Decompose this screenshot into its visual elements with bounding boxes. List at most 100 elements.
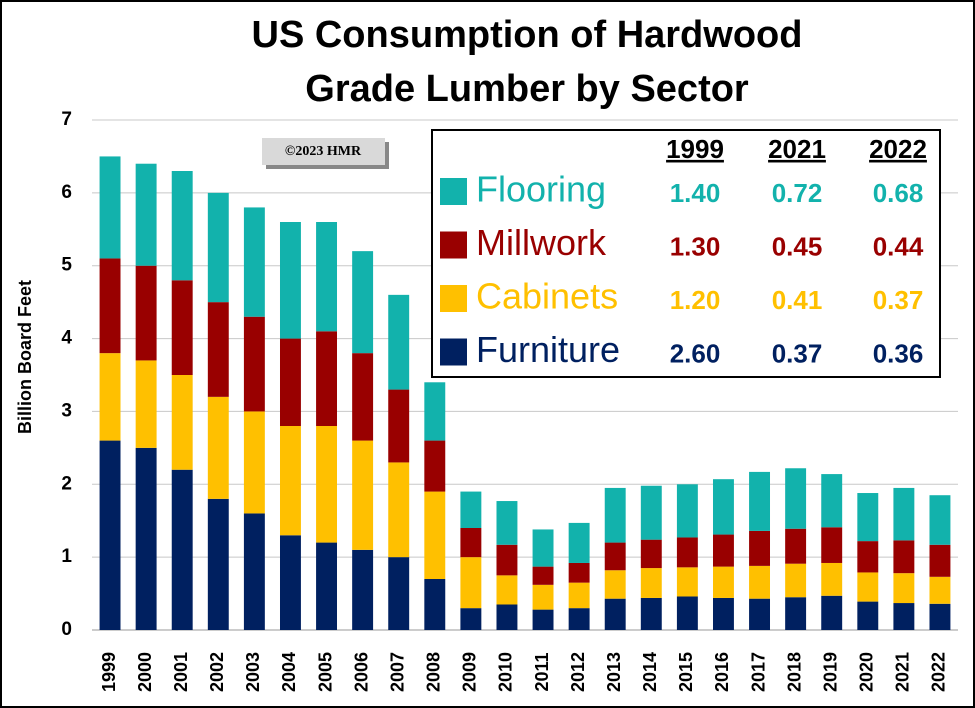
bar-segment bbox=[135, 265, 157, 361]
table-value: 0.68 bbox=[873, 178, 924, 208]
bar-segment bbox=[532, 609, 554, 630]
bar-segment bbox=[352, 549, 374, 630]
x-tick-label: 2013 bbox=[604, 652, 624, 692]
bar-segment bbox=[99, 440, 121, 630]
bar-segment bbox=[135, 447, 157, 630]
bar-segment bbox=[640, 568, 662, 598]
y-tick-label: 7 bbox=[61, 109, 72, 130]
bar-segment bbox=[712, 597, 734, 630]
bar-segment bbox=[604, 570, 626, 599]
y-tick-label: 6 bbox=[61, 182, 72, 203]
x-tick-label: 2012 bbox=[568, 652, 588, 692]
bar-segment bbox=[135, 163, 157, 266]
bar-segment bbox=[388, 462, 410, 558]
bar-segment bbox=[135, 360, 157, 448]
bar-segment bbox=[171, 375, 193, 470]
bar-segment bbox=[532, 529, 554, 567]
y-tick-label: 1 bbox=[61, 546, 72, 567]
x-tick-label: 2007 bbox=[387, 652, 407, 692]
x-tick-label: 2008 bbox=[424, 652, 444, 692]
y-tick-label: 5 bbox=[61, 255, 72, 276]
bar-segment bbox=[496, 604, 518, 630]
bar-segment bbox=[388, 557, 410, 630]
table-header: 2021 bbox=[768, 134, 826, 164]
legend-label: Millwork bbox=[476, 222, 607, 263]
bar-segment bbox=[279, 338, 301, 426]
table-header: 2022 bbox=[869, 134, 927, 164]
x-tick-label: 2014 bbox=[640, 652, 660, 692]
bar-segment bbox=[929, 576, 951, 604]
x-tick-label: 2022 bbox=[929, 652, 949, 692]
bar-segment bbox=[568, 562, 590, 583]
x-tick-label: 2018 bbox=[784, 652, 804, 692]
bar-segment bbox=[388, 294, 410, 390]
bar-segment bbox=[243, 411, 265, 514]
bar-segment bbox=[604, 598, 626, 630]
x-tick-label: 2015 bbox=[676, 652, 696, 692]
bar-segment bbox=[207, 498, 229, 630]
bar-segment bbox=[712, 566, 734, 598]
bar-segment bbox=[316, 426, 338, 543]
bar-segment bbox=[424, 382, 446, 441]
bar-segment bbox=[857, 572, 879, 602]
bar-segment bbox=[243, 316, 265, 412]
legend-label: Flooring bbox=[476, 169, 606, 210]
bar-segment bbox=[352, 440, 374, 550]
bar-segment bbox=[99, 353, 121, 441]
legend-box bbox=[431, 129, 941, 378]
bar-segment bbox=[496, 501, 518, 545]
bar-segment bbox=[568, 608, 590, 630]
bar-segment bbox=[749, 565, 771, 599]
bar-segment bbox=[640, 597, 662, 630]
bar-segment bbox=[712, 479, 734, 535]
annotation: ©2023 HMR bbox=[285, 144, 362, 159]
bar-segment bbox=[207, 192, 229, 303]
bar-segment bbox=[171, 280, 193, 375]
bar-segment bbox=[749, 598, 771, 630]
bar-segment bbox=[243, 207, 265, 317]
x-tick-label: 1999 bbox=[99, 652, 119, 692]
x-tick-label: 2016 bbox=[712, 652, 732, 692]
chart-title: US Consumption of Hardwood Grade Lumber … bbox=[251, 14, 803, 110]
bar-segment bbox=[532, 584, 554, 610]
bar-segment bbox=[496, 575, 518, 605]
bar-segment bbox=[568, 522, 590, 563]
table-value: 1.40 bbox=[670, 178, 721, 208]
bar-segment bbox=[460, 528, 482, 558]
bar-segment bbox=[207, 302, 229, 397]
x-tick-label: 2001 bbox=[171, 652, 191, 692]
bar-segment bbox=[821, 474, 843, 528]
x-tick-label: 2020 bbox=[857, 652, 877, 692]
bar-segment bbox=[640, 485, 662, 540]
table-value: 0.45 bbox=[772, 231, 823, 261]
x-tick-label: 2019 bbox=[820, 652, 840, 692]
bar-segment bbox=[821, 595, 843, 630]
legend-swatch bbox=[440, 178, 467, 205]
x-tick-label: 2009 bbox=[460, 652, 480, 692]
bar-segment bbox=[785, 563, 807, 598]
x-tick-label: 2006 bbox=[351, 652, 371, 692]
table-header: 1999 bbox=[666, 134, 724, 164]
table-value: 1.30 bbox=[670, 231, 721, 261]
bar-segment bbox=[279, 426, 301, 536]
bar-segment bbox=[893, 540, 915, 574]
x-tick-label: 2021 bbox=[893, 652, 913, 692]
bar-segment bbox=[749, 530, 771, 566]
bar-segment bbox=[316, 542, 338, 630]
bar-segment bbox=[785, 528, 807, 564]
table-value: 1.20 bbox=[670, 285, 721, 315]
table-value: 0.37 bbox=[772, 338, 823, 368]
bar-segment bbox=[99, 258, 121, 354]
table-value: 0.37 bbox=[873, 285, 924, 315]
bar-segment bbox=[352, 353, 374, 441]
bar-segment bbox=[929, 603, 951, 630]
bar-segment bbox=[676, 596, 698, 630]
bar-segment bbox=[604, 542, 626, 571]
legend-label: Cabinets bbox=[476, 276, 618, 317]
bar-segment bbox=[604, 487, 626, 543]
legend-swatch bbox=[440, 285, 467, 312]
bar-segment bbox=[460, 557, 482, 609]
table-value: 0.72 bbox=[772, 178, 823, 208]
